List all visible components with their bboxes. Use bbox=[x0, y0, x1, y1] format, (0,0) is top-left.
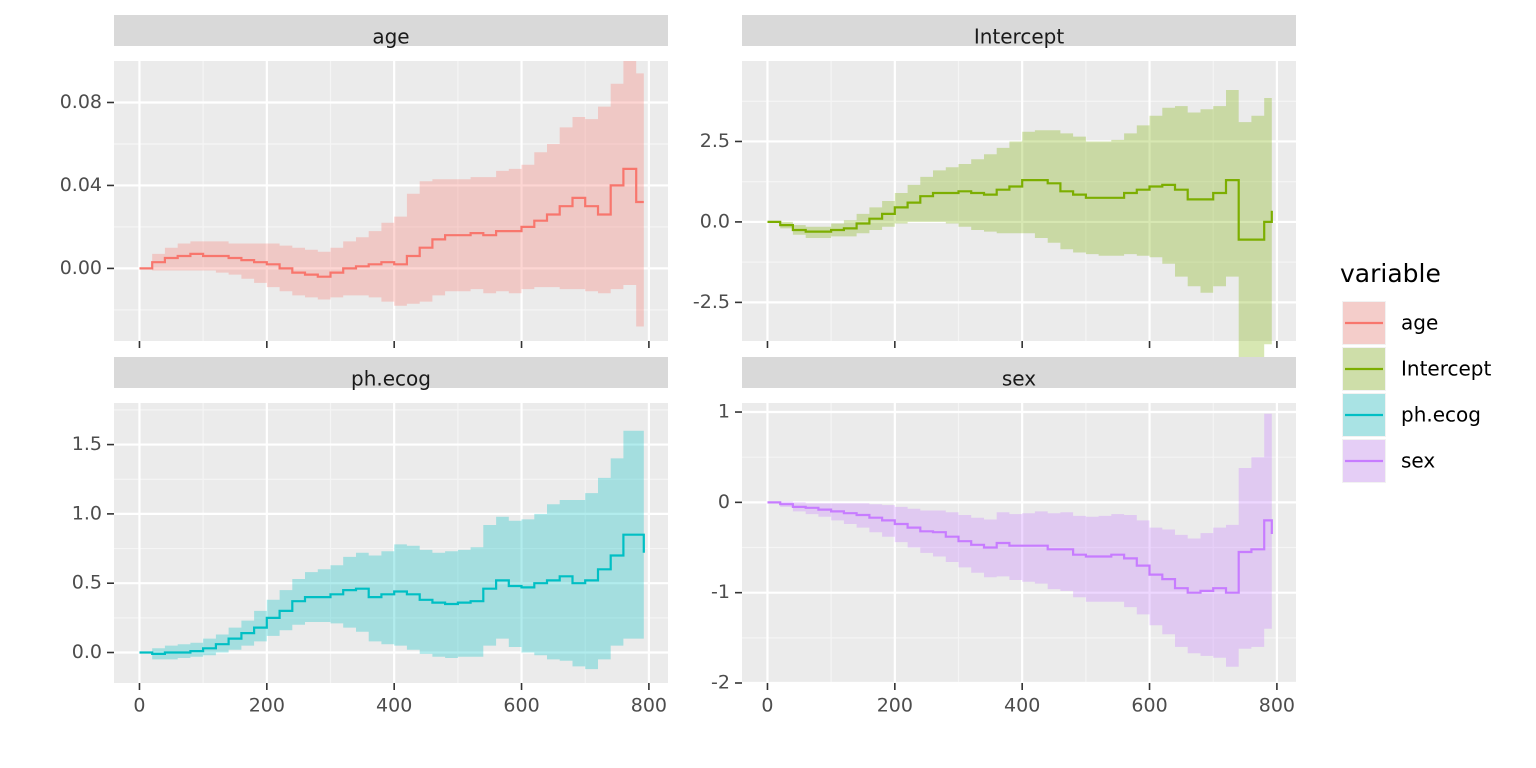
panel-background-intercept bbox=[742, 61, 1296, 341]
legend-item-ph-ecog: ph.ecog bbox=[1342, 393, 1481, 437]
panel-age: age 0.00 0.04 0.08 bbox=[60, 15, 668, 348]
y-tick-label: -2.5 bbox=[693, 291, 730, 313]
panel-background-age bbox=[114, 61, 668, 341]
strip-intercept bbox=[742, 15, 1296, 46]
y-tick-label: 0 bbox=[718, 491, 730, 513]
y-tick-label: 0.04 bbox=[60, 174, 102, 196]
panel-background-ph-ecog bbox=[114, 403, 668, 683]
y-tick-label: 0.0 bbox=[700, 210, 730, 232]
y-tick-label: 1.0 bbox=[72, 502, 102, 524]
legend: variable age Intercept ph.ecog sex bbox=[1340, 259, 1492, 483]
panel-intercept: Intercept -2.5 0.0 2.5 bbox=[693, 15, 1296, 358]
y-tick-label: 0.08 bbox=[60, 91, 102, 113]
y-tick-label: 1.5 bbox=[72, 433, 102, 455]
legend-item-intercept: Intercept bbox=[1342, 347, 1492, 391]
ribbon-sex bbox=[767, 413, 1272, 667]
x-tick-label: 600 bbox=[503, 695, 539, 717]
panel-sex: sex -2 -1 0 1 0 200 400 600 800 bbox=[711, 357, 1296, 717]
legend-item-age: age bbox=[1342, 301, 1438, 345]
panel-background-sex bbox=[742, 403, 1296, 683]
y-tick-label: 0.5 bbox=[72, 572, 102, 594]
y-tick-label: -2 bbox=[711, 672, 730, 694]
ribbon-age bbox=[139, 61, 644, 327]
ribbon-ph-ecog bbox=[139, 430, 644, 670]
x-tick-label: 600 bbox=[1131, 695, 1167, 717]
panel-ph-ecog: ph.ecog 0.0 0.5 1.0 1.5 0 200 400 600 800 bbox=[72, 357, 668, 717]
x-tick-label: 400 bbox=[376, 695, 412, 717]
y-tick-label: 2.5 bbox=[700, 130, 730, 152]
x-tick-label: 200 bbox=[249, 695, 285, 717]
strip-label-age: age bbox=[372, 25, 409, 49]
y-tick-label: 0.0 bbox=[72, 641, 102, 663]
x-tick-label: 400 bbox=[1004, 695, 1040, 717]
legend-title: variable bbox=[1340, 259, 1441, 288]
y-tick-label: -1 bbox=[711, 581, 730, 603]
x-tick-label: 0 bbox=[133, 695, 145, 717]
strip-label-sex: sex bbox=[1002, 367, 1036, 391]
legend-item-sex: sex bbox=[1342, 439, 1435, 483]
legend-label-ph-ecog: ph.ecog bbox=[1401, 403, 1481, 427]
strip-age bbox=[114, 15, 668, 46]
line-intercept bbox=[767, 179, 1273, 241]
strip-label-ph-ecog: ph.ecog bbox=[351, 367, 431, 391]
y-tick-label: 0.00 bbox=[60, 257, 102, 279]
x-tick-label: 0 bbox=[761, 695, 773, 717]
y-tick-label: 1 bbox=[718, 401, 730, 423]
strip-ph-ecog bbox=[114, 357, 668, 388]
ribbon-intercept bbox=[767, 90, 1272, 358]
strip-sex bbox=[742, 357, 1296, 388]
x-tick-label: 800 bbox=[1259, 695, 1295, 717]
x-tick-label: 200 bbox=[877, 695, 913, 717]
line-ph-ecog bbox=[139, 533, 645, 655]
legend-label-intercept: Intercept bbox=[1401, 357, 1492, 381]
strip-label-intercept: Intercept bbox=[974, 25, 1065, 49]
line-sex bbox=[767, 501, 1273, 594]
line-age bbox=[139, 167, 644, 278]
legend-label-sex: sex bbox=[1401, 449, 1435, 473]
x-tick-label: 800 bbox=[631, 695, 667, 717]
legend-label-age: age bbox=[1401, 311, 1438, 335]
